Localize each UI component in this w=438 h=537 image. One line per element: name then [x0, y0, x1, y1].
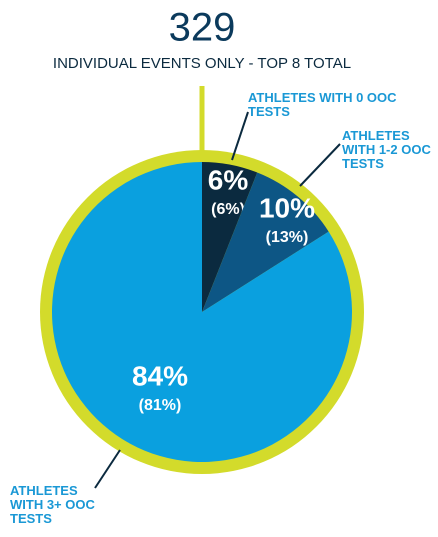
category-label: ATHLETES WITH 3+ OOC TESTS [10, 483, 95, 526]
slice-label: 10% [259, 192, 315, 223]
pie-slice [202, 162, 258, 312]
chart-title: 329 [169, 6, 236, 50]
leader-line [231, 111, 249, 161]
leader-line [94, 449, 121, 489]
chart-subtitle: INDIVIDUAL EVENTS ONLY - TOP 8 TOTAL [53, 55, 351, 72]
pie-slice [202, 172, 329, 312]
pie-slice [52, 162, 353, 462]
leader-line [299, 143, 341, 187]
slice-previous-label: (6%) [211, 201, 245, 218]
slice-previous-label: (13%) [266, 229, 309, 246]
slice-previous-label: (81%) [139, 397, 182, 414]
slice-label: 6% [208, 164, 249, 195]
slice-label: 84% [132, 360, 188, 391]
category-label: ATHLETES WITH 1-2 OOC TESTS [342, 128, 431, 171]
category-label: ATHLETES WITH 0 OOC TESTS [248, 90, 397, 119]
